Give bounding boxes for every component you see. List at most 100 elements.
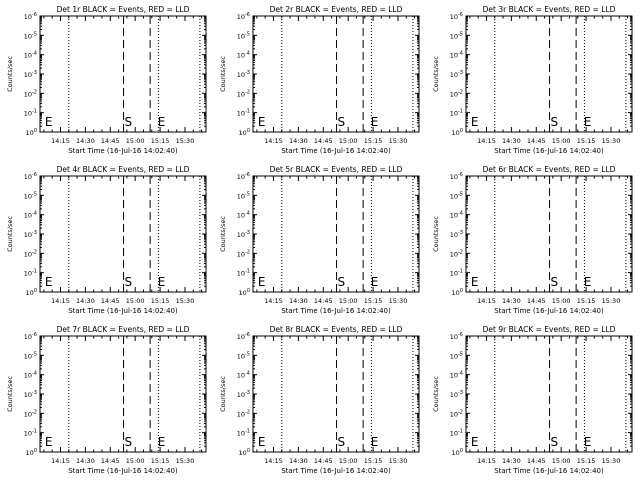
y-tick-label: 10-1 [237, 429, 250, 438]
y-tick-label: 10-6 [24, 332, 37, 341]
x-tick-label: 14:30 [289, 457, 308, 465]
y-tick-label: 10-2 [237, 89, 250, 98]
x-tick-label: 15:30 [602, 457, 621, 465]
x-tick-label: 15:00 [552, 457, 571, 465]
x-tick-label: 14:45 [527, 137, 546, 145]
plot-frame [39, 15, 207, 133]
panel-title: Det 2r BLACK = Events, RED = LLD [270, 5, 403, 14]
y-tick-label: 10-2 [450, 249, 463, 258]
plot-frame [39, 335, 207, 453]
x-tick-label: 15:15 [151, 137, 170, 145]
y-tick-label: 10-4 [450, 211, 463, 220]
y-axis-label: Counts/sec [6, 56, 14, 92]
y-tick-label: 10-5 [24, 351, 37, 360]
plot-frame [252, 335, 420, 453]
x-tick-label: 15:00 [339, 457, 358, 465]
x-tick-label: 14:15 [51, 137, 70, 145]
y-axis-label: Counts/sec [219, 216, 227, 252]
event-marker-e: E [584, 435, 592, 449]
x-tick-label: 14:45 [101, 137, 120, 145]
y-tick-label: 10-1 [24, 429, 37, 438]
detector-panel-9: Det 9r BLACK = Events, RED = LLD Counts/s… [432, 325, 633, 475]
y-tick-label: 10-4 [450, 51, 463, 60]
x-axis-label: Start Time (16-Jul-16 14:02:40) [494, 307, 604, 315]
event-marker-e: E [471, 115, 479, 129]
y-axis-label: Counts/sec [219, 56, 227, 92]
plot-frame [465, 335, 633, 453]
panel-title: Det 8r BLACK = Events, RED = LLD [270, 325, 403, 334]
event-marker-s: S [338, 435, 346, 449]
x-tick-label: 15:15 [151, 457, 170, 465]
x-tick-label: 15:30 [389, 137, 408, 145]
event-marker-s: S [338, 115, 346, 129]
x-tick-label: 15:15 [151, 297, 170, 305]
event-marker-s: S [551, 275, 559, 289]
y-tick-label: 10-5 [450, 31, 463, 40]
x-axis-label: Start Time (16-Jul-16 14:02:40) [68, 467, 178, 475]
event-marker-e: E [258, 275, 266, 289]
y-tick-label: 10-3 [237, 230, 250, 239]
y-tick-label: 10-4 [24, 51, 37, 60]
x-tick-label: 14:30 [76, 297, 95, 305]
x-axis-label: Start Time (16-Jul-16 14:02:40) [281, 147, 391, 155]
y-tick-label: 10-1 [450, 269, 463, 278]
y-tick-label: 100 [452, 288, 463, 297]
x-tick-label: 14:45 [314, 137, 333, 145]
y-axis-label: Counts/sec [432, 56, 440, 92]
x-tick-label: 15:30 [389, 457, 408, 465]
x-tick-label: 15:00 [339, 297, 358, 305]
event-marker-e: E [584, 275, 592, 289]
detector-panel-6: Det 6r BLACK = Events, RED = LLD Counts/s… [432, 165, 633, 315]
y-tick-label: 10-2 [450, 89, 463, 98]
plot-frame [252, 175, 420, 293]
x-tick-label: 14:45 [314, 457, 333, 465]
x-tick-label: 15:15 [577, 297, 596, 305]
y-tick-label: 100 [239, 448, 250, 457]
y-tick-label: 10-5 [24, 31, 37, 40]
y-tick-label: 10-6 [24, 12, 37, 21]
y-tick-label: 10-3 [450, 390, 463, 399]
panel-title: Det 7r BLACK = Events, RED = LLD [57, 325, 190, 334]
y-tick-label: 10-5 [450, 191, 463, 200]
x-tick-label: 14:30 [76, 457, 95, 465]
x-tick-label: 15:30 [176, 297, 195, 305]
event-marker-e: E [371, 275, 379, 289]
y-tick-label: 10-5 [24, 191, 37, 200]
detector-panel-4: Det 4r BLACK = Events, RED = LLD Counts/s… [6, 165, 207, 315]
y-tick-label: 10-5 [237, 351, 250, 360]
y-tick-label: 10-4 [237, 371, 250, 380]
x-tick-label: 15:30 [602, 297, 621, 305]
detector-panel-3: Det 3r BLACK = Events, RED = LLD Counts/s… [432, 5, 633, 155]
y-tick-label: 100 [452, 128, 463, 137]
x-axis-label: Start Time (16-Jul-16 14:02:40) [494, 147, 604, 155]
x-tick-label: 14:30 [289, 297, 308, 305]
x-tick-label: 14:30 [502, 457, 521, 465]
x-tick-label: 14:15 [264, 297, 283, 305]
y-tick-label: 10-5 [237, 31, 250, 40]
event-marker-s: S [125, 275, 133, 289]
y-tick-label: 10-2 [237, 409, 250, 418]
y-axis-label: Counts/sec [6, 216, 14, 252]
y-tick-label: 10-6 [450, 172, 463, 181]
x-tick-label: 15:15 [364, 457, 383, 465]
x-tick-label: 15:15 [364, 137, 383, 145]
event-marker-e: E [471, 275, 479, 289]
y-tick-label: 10-2 [24, 409, 37, 418]
event-marker-e: E [45, 435, 53, 449]
event-marker-s: S [125, 115, 133, 129]
x-tick-label: 14:15 [477, 297, 496, 305]
x-tick-label: 15:15 [364, 297, 383, 305]
y-tick-label: 10-6 [237, 332, 250, 341]
event-marker-e: E [45, 275, 53, 289]
panel-title: Det 1r BLACK = Events, RED = LLD [57, 5, 190, 14]
x-tick-label: 15:15 [577, 457, 596, 465]
y-tick-label: 10-1 [450, 429, 463, 438]
y-tick-label: 10-1 [450, 109, 463, 118]
y-tick-label: 10-3 [24, 230, 37, 239]
event-marker-e: E [45, 115, 53, 129]
event-marker-e: E [258, 435, 266, 449]
y-tick-label: 100 [452, 448, 463, 457]
event-marker-e: E [158, 115, 166, 129]
x-tick-label: 14:45 [527, 457, 546, 465]
x-tick-label: 14:15 [264, 137, 283, 145]
